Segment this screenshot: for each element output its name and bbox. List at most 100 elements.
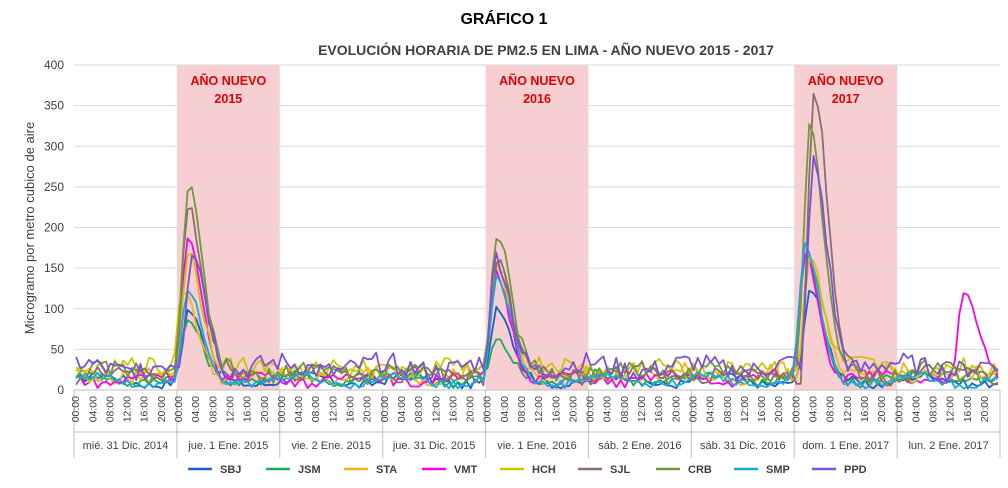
x-tick-label: 16:00 (242, 396, 254, 422)
series-line-sta (75, 258, 999, 387)
day-label: sáb. 2 Ene. 2016 (598, 440, 681, 452)
annotation-line2: 2015 (214, 92, 242, 106)
y-tick-label: 100 (44, 302, 64, 316)
x-tick-label: 00:00 (482, 396, 494, 422)
y-axis-label: Microgramo por metro cubico de aire (22, 122, 37, 334)
x-tick-label: 20:00 (567, 396, 579, 422)
x-tick-label: 12:00 (430, 396, 442, 422)
x-tick-label: 08:00 (104, 396, 116, 422)
x-tick-label: 12:00 (533, 396, 545, 422)
annotation-line1: AÑO NUEVO (499, 73, 575, 88)
x-tick-label: 04:00 (87, 396, 99, 422)
legend-label-hch: HCH (532, 464, 556, 476)
day-label: jue. 1 Ene. 2015 (187, 440, 268, 452)
x-tick-label: 20:00 (670, 396, 682, 422)
annotation-line1: AÑO NUEVO (190, 73, 266, 88)
legend-label-sjl: SJL (610, 464, 630, 476)
x-tick-label: 12:00 (945, 396, 957, 422)
x-tick-label: 12:00 (224, 396, 236, 422)
x-tick-label: 00:00 (893, 396, 905, 422)
x-tick-label: 04:00 (190, 396, 202, 422)
x-tick-label: 04:00 (499, 396, 511, 422)
series-line-vmt (75, 237, 999, 389)
x-tick-label: 08:00 (928, 396, 940, 422)
x-tick-label: 20:00 (156, 396, 168, 422)
x-tick-label: 16:00 (962, 396, 974, 422)
y-tick-label: 300 (44, 139, 64, 153)
annotation-line1: AÑO NUEVO (808, 73, 884, 88)
x-tick-label: 20:00 (773, 396, 785, 422)
x-tick-label: 08:00 (825, 396, 837, 422)
y-tick-label: 200 (44, 221, 64, 235)
y-tick-label: 250 (44, 180, 64, 194)
chart-title: GRÁFICO 1 (460, 9, 547, 28)
day-label: mié. 31 Dic. 2014 (83, 440, 169, 452)
annotation-line2: 2016 (523, 92, 551, 106)
x-tick-label: 00:00 (379, 396, 391, 422)
legend-label-smp: SMP (766, 464, 790, 476)
x-tick-label: 20:00 (362, 396, 374, 422)
x-tick-label: 04:00 (396, 396, 408, 422)
x-tick-label: 16:00 (859, 396, 871, 422)
y-tick-label: 0 (57, 383, 64, 397)
x-tick-label: 04:00 (293, 396, 305, 422)
x-tick-label: 00:00 (585, 396, 597, 422)
x-tick-label: 16:00 (139, 396, 151, 422)
y-tick-label: 50 (51, 342, 65, 356)
x-tick-label: 16:00 (550, 396, 562, 422)
x-tick-label: 08:00 (722, 396, 734, 422)
x-tick-label: 00:00 (790, 396, 802, 422)
x-tick-label: 20:00 (876, 396, 888, 422)
y-ticks: 0 50 100 150 200 250 300 350 400 (44, 58, 64, 397)
x-tick-label: 04:00 (602, 396, 614, 422)
day-label: dom. 1 Ene. 2017 (802, 440, 889, 452)
series-line-sjl (75, 92, 999, 387)
x-tick-label: 12:00 (739, 396, 751, 422)
legend-label-sta: STA (376, 464, 397, 476)
legend-label-jsm: JSM (298, 464, 321, 476)
x-tick-label: 12:00 (122, 396, 134, 422)
annotation-line2: 2017 (832, 92, 860, 106)
x-tick-label: 00:00 (70, 396, 82, 422)
series-line-smp (75, 242, 998, 390)
x-tick-label: 04:00 (910, 396, 922, 422)
x-tick-label: 16:00 (756, 396, 768, 422)
x-tick-label: 08:00 (207, 396, 219, 422)
day-label: jue. 31 Dic. 2015 (392, 440, 476, 452)
x-tick-label: 08:00 (310, 396, 322, 422)
chart-subtitle: EVOLUCIÓN HORARIA DE PM2.5 EN LIMA - AÑO… (318, 41, 774, 58)
y-tick-label: 400 (44, 58, 64, 72)
x-tick-label: 04:00 (705, 396, 717, 422)
legend: SBJ JSM STA VMT HCH SJL CRB SMP PPD (188, 464, 867, 476)
series-line-ppd (75, 155, 999, 383)
day-label: sáb. 31 Dic. 2016 (700, 440, 786, 452)
y-tick-label: 150 (44, 261, 64, 275)
legend-label-vmt: VMT (454, 464, 478, 476)
x-tick-label: 00:00 (276, 396, 288, 422)
x-axis: 00:00 04:00 08:00 12:00 16:00 20:00 mié. 31 Di… (70, 389, 1001, 458)
x-tick-label: 12:00 (636, 396, 648, 422)
x-tick-label: 20:00 (465, 396, 477, 422)
x-tick-label: 12:00 (327, 396, 339, 422)
day-label: vie. 1 Ene. 2016 (497, 440, 577, 452)
legend-label-crb: CRB (688, 464, 712, 476)
series-lines (75, 92, 999, 390)
gridlines (74, 64, 1000, 391)
day-label: lun. 2 Ene. 2017 (908, 440, 988, 452)
x-tick-label: 20:00 (979, 396, 991, 422)
x-tick-label: 08:00 (619, 396, 631, 422)
x-tick-label: 16:00 (447, 396, 459, 422)
legend-label-sbj: SBJ (220, 464, 241, 476)
x-tick-label: 16:00 (653, 396, 665, 422)
series-line-crb (75, 123, 999, 386)
x-tick-label: 04:00 (808, 396, 820, 422)
x-tick-label: 08:00 (413, 396, 425, 422)
day-label: vie. 2 Ene. 2015 (291, 440, 371, 452)
x-tick-label: 00:00 (173, 396, 185, 422)
x-tick-label: 12:00 (842, 396, 854, 422)
x-tick-label: 16:00 (345, 396, 357, 422)
y-tick-label: 350 (44, 99, 64, 113)
legend-label-ppd: PPD (844, 464, 867, 476)
